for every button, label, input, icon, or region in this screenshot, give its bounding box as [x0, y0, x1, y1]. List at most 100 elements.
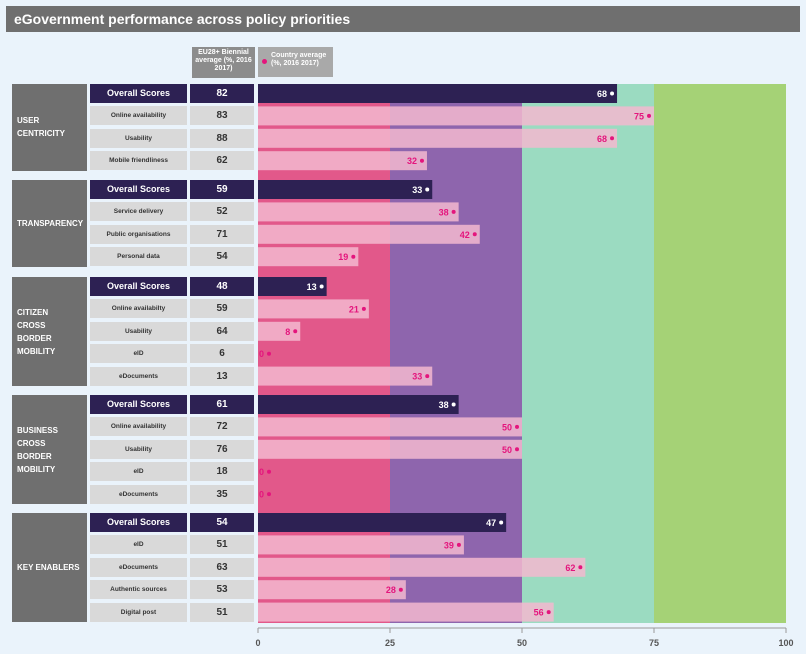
x-tick-label: 75 [649, 638, 659, 648]
country-bar [258, 247, 359, 267]
country-bar [258, 602, 554, 622]
row-label: Overall Scores [90, 84, 187, 103]
row-label: Usability [90, 128, 187, 148]
background-band-0 [258, 84, 390, 623]
group-label: BUSINESS CROSS BORDER MOBILITY [12, 395, 87, 504]
background-band-1 [390, 84, 522, 623]
country-dot-icon [451, 209, 456, 214]
country-bar [258, 106, 654, 126]
row-label: eID [90, 462, 187, 482]
country-dot-icon [398, 587, 403, 592]
eu-average-value: 82 [190, 84, 254, 103]
row-label: Personal data [90, 247, 187, 267]
eu-average-value: 72 [190, 417, 254, 437]
country-bar [258, 128, 618, 148]
country-dot-icon [319, 284, 324, 289]
eu-average-value: 48 [190, 277, 254, 296]
country-value-label: 8 [285, 327, 290, 337]
country-value-label: 75 [634, 111, 644, 121]
country-dot-icon [456, 542, 461, 547]
country-value-label: 21 [349, 304, 359, 314]
country-value-label: 68 [597, 89, 607, 99]
eu-average-value: 76 [190, 439, 254, 459]
country-bar [258, 513, 507, 532]
row-label: eID [90, 535, 187, 555]
country-value-label: 13 [307, 282, 317, 292]
country-dot-icon [472, 232, 477, 237]
country-value-label: 28 [386, 585, 396, 595]
row-label: Online availability [90, 417, 187, 437]
x-tick-label: 50 [517, 638, 527, 648]
country-value-label: 68 [597, 134, 607, 144]
eu-average-value: 59 [190, 299, 254, 319]
country-bar [258, 202, 459, 222]
group-label: KEY ENABLERS [12, 513, 87, 622]
country-value-label: 0 [259, 490, 264, 500]
country-dot-icon [546, 610, 551, 615]
country-bar [258, 366, 433, 386]
country-dot-icon [425, 374, 430, 379]
row-label: Overall Scores [90, 277, 187, 296]
x-tick-label: 100 [778, 638, 793, 648]
group-label: USER CENTRICITY [12, 84, 87, 171]
background-band-3 [654, 84, 786, 623]
country-value-label: 50 [502, 422, 512, 432]
country-value-label: 38 [439, 400, 449, 410]
country-dot-icon [425, 187, 430, 192]
country-dot-icon [267, 351, 271, 356]
country-dot-icon [499, 520, 504, 525]
country-dot-icon [419, 158, 424, 163]
row-label: Overall Scores [90, 180, 187, 199]
country-dot-icon [451, 402, 456, 407]
row-label: Public organisations [90, 224, 187, 244]
eu-average-value: 6 [190, 344, 254, 364]
country-value-label: 62 [565, 563, 575, 573]
country-dot-icon [610, 136, 615, 141]
country-value-label: 42 [460, 230, 470, 240]
row-label: eDocuments [90, 484, 187, 504]
country-bar [258, 439, 522, 459]
x-tick-label: 0 [255, 638, 260, 648]
eu-average-value: 13 [190, 366, 254, 386]
country-dot-icon [267, 492, 271, 497]
eu-average-value: 63 [190, 557, 254, 577]
country-bar [258, 417, 522, 437]
country-value-label: 33 [412, 185, 422, 195]
country-dot-icon [361, 306, 366, 311]
country-dot-icon [293, 329, 298, 334]
eu-average-value: 35 [190, 484, 254, 504]
eu-average-value: 51 [190, 535, 254, 555]
row-label: Service delivery [90, 202, 187, 222]
country-bar [258, 151, 427, 171]
eu-average-value: 64 [190, 321, 254, 341]
country-dot-icon [267, 469, 271, 474]
country-bar [258, 535, 464, 555]
eu-average-value: 71 [190, 224, 254, 244]
country-bar [258, 395, 459, 414]
group-label: CITIZEN CROSS BORDER MOBILITY [12, 277, 87, 386]
country-bar [258, 299, 369, 319]
row-label: eDocuments [90, 557, 187, 577]
country-bar [258, 224, 480, 244]
legend-eu-average: EU28+ Biennial average (%, 2016 2017) [192, 47, 255, 78]
country-value-label: 0 [259, 349, 264, 359]
background-band-2 [522, 84, 654, 623]
eu-average-value: 51 [190, 602, 254, 622]
country-value-label: 47 [486, 518, 496, 528]
row-label: Overall Scores [90, 513, 187, 532]
country-dot-icon [515, 447, 519, 452]
row-label: eDocuments [90, 366, 187, 386]
row-label: Online availabilty [90, 299, 187, 319]
country-dot-icon [351, 254, 356, 259]
country-value-label: 32 [407, 156, 417, 166]
country-bar [258, 557, 586, 577]
country-value-label: 50 [502, 445, 512, 455]
legend-country-average: Country average (%, 2016 2017) [258, 47, 333, 77]
country-value-label: 19 [338, 252, 348, 262]
country-dot-icon [515, 424, 519, 429]
country-value-label: 38 [439, 207, 449, 217]
row-label: Online availability [90, 106, 187, 126]
x-tick-label: 25 [385, 638, 395, 648]
